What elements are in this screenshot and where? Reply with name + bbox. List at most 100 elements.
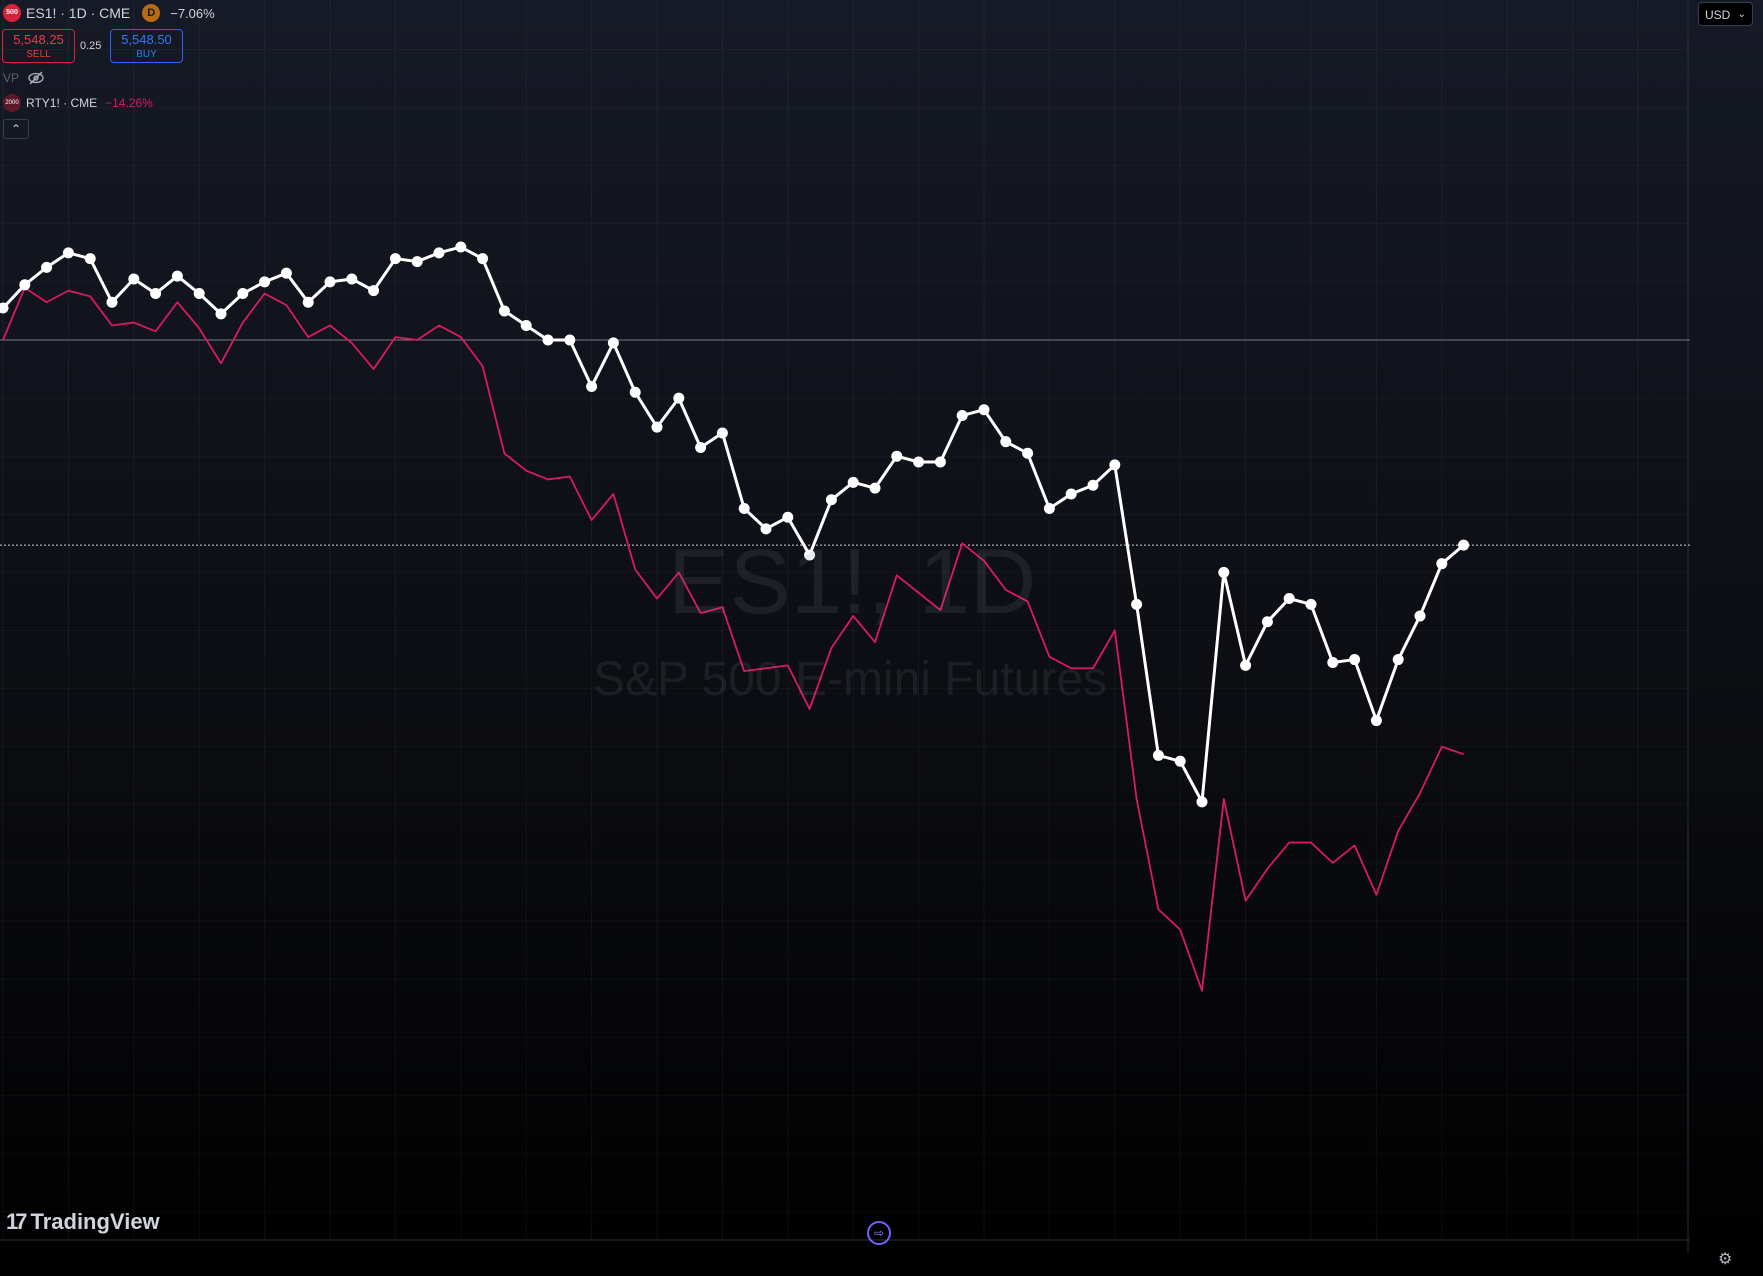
time-axis-label: 21	[18, 1252, 32, 1253]
es-data-point	[215, 308, 227, 320]
es-data-point	[346, 273, 358, 285]
es-data-point	[520, 319, 532, 331]
es-data-point	[607, 337, 619, 349]
es-data-point	[1436, 558, 1448, 570]
symbol-title[interactable]: ES1! · 1D · CME	[26, 5, 131, 21]
es-data-point	[128, 273, 140, 285]
es-data-point	[804, 549, 816, 561]
es-data-point	[171, 270, 183, 282]
es-data-point	[673, 392, 685, 404]
time-axis-label: 14	[1261, 1252, 1275, 1253]
es-data-point	[1131, 598, 1143, 610]
chart-series	[0, 241, 1470, 992]
es-data-point	[847, 476, 859, 488]
time-axis-label: 19	[869, 1252, 883, 1253]
gear-icon[interactable]: ⚙	[1718, 1251, 1733, 1268]
es-data-point	[389, 253, 401, 265]
es-data-point	[825, 494, 837, 506]
tradingview-mark-icon: 17	[6, 1209, 28, 1234]
es-data-point	[651, 421, 663, 433]
time-axis-label: 24	[84, 1252, 98, 1253]
es-data-point	[324, 276, 336, 288]
es-data-point	[62, 247, 74, 259]
watermark-symbol: ES1!, 1D	[668, 531, 1037, 633]
es-data-point	[1370, 715, 1382, 727]
eye-hidden-icon[interactable]	[27, 71, 45, 85]
es-data-point	[629, 386, 641, 398]
time-axis-label: 6	[1591, 1252, 1598, 1253]
es-data-point	[237, 288, 249, 300]
es-data-point	[455, 241, 467, 253]
time-axis-label: 9	[1657, 1252, 1664, 1253]
es-data-point	[1174, 755, 1186, 767]
es-data-point	[891, 450, 903, 462]
es-data-point	[760, 523, 772, 535]
time-axis-label: 14	[411, 1252, 425, 1253]
es-data-point	[193, 288, 205, 300]
time-axis-label: 4	[1133, 1252, 1140, 1253]
buy-button[interactable]: 5,548.50 BUY	[110, 29, 183, 63]
time-axis-label: 6	[676, 1252, 683, 1253]
rty-series-line	[2, 286, 1464, 992]
vp-label: VP	[3, 71, 20, 85]
volume-profile-row[interactable]: VP	[3, 71, 45, 85]
es-data-point	[1218, 566, 1230, 578]
time-axis-label: 29	[149, 1252, 163, 1253]
es-data-point	[913, 456, 925, 468]
es-data-point	[0, 302, 9, 314]
time-axis-label: 14	[803, 1252, 817, 1253]
time-axis-label: 28	[1457, 1252, 1471, 1253]
time-axis-label: 20	[476, 1252, 490, 1253]
es-data-point	[259, 276, 271, 288]
es-data-point	[280, 267, 292, 279]
es-data-point	[150, 288, 162, 300]
time-axis-label: Feb	[211, 1252, 232, 1253]
chart-grid	[0, 0, 1690, 1253]
es-data-point	[411, 256, 423, 268]
es-data-point	[1065, 488, 1077, 500]
chevron-up-icon[interactable]: ⌃	[3, 119, 29, 139]
main-symbol-row[interactable]: 500 ES1! · 1D · CME D −7.06%	[3, 4, 215, 22]
es-data-point	[106, 296, 118, 308]
spread-value: 0.25	[80, 40, 102, 52]
es-data-point	[1261, 616, 1273, 628]
compare-symbol-row[interactable]: 2000 RTY1! · CME −14.26%	[3, 94, 153, 112]
chevron-down-icon: ⌄	[1737, 9, 1746, 20]
es-data-point	[716, 427, 728, 439]
time-axis-label: 27	[999, 1252, 1013, 1253]
es-data-point	[1000, 436, 1012, 448]
sell-label: SELL	[26, 49, 51, 60]
es-data-point	[782, 511, 794, 523]
time-axis-label: Mar	[603, 1252, 624, 1253]
es-data-point	[542, 334, 554, 346]
time-axis-label: 11	[346, 1252, 359, 1253]
time-axis-label: 6	[283, 1252, 290, 1253]
logo-text: TradingView	[30, 1209, 160, 1234]
sell-button[interactable]: 5,548.25 SELL	[2, 29, 75, 63]
es-series-line	[1, 245, 1465, 804]
time-axis-label: Apr	[1062, 1252, 1081, 1253]
time-axis[interactable]: 21 24 29 Feb 6 11 14 20 25 Mar 6 11 14 19 24 27 Apr 4 9 14 1…	[18, 1252, 1663, 1253]
es-data-point	[564, 334, 576, 346]
scroll-to-realtime-icon[interactable]: ⇨	[867, 1221, 891, 1245]
es-data-point	[1349, 654, 1361, 666]
es-data-point	[1327, 656, 1339, 668]
es-data-point	[41, 261, 53, 273]
time-axis-label: 17	[1326, 1252, 1340, 1253]
es-data-point	[1043, 502, 1055, 514]
data-delay-icon[interactable]: D	[142, 4, 161, 22]
es-data-point	[1392, 654, 1404, 666]
currency-selector[interactable]: USD ⌄	[1698, 2, 1753, 26]
es-data-point	[695, 441, 707, 453]
chart-canvas[interactable]: 21 24 29 Feb 6 11 14 20 25 Mar 6 11 14 19 24 27 Apr 4 9 14 1…	[0, 0, 1690, 1253]
es-data-point	[1196, 796, 1208, 808]
es-data-point	[1022, 447, 1034, 459]
es-data-point	[1087, 479, 1099, 491]
time-axis-label: 11	[738, 1252, 751, 1253]
es-data-point	[1283, 593, 1295, 605]
compare-symbol-change: −14.26%	[105, 96, 153, 110]
es-data-point	[19, 279, 31, 291]
time-axis-label: 9	[1199, 1252, 1206, 1253]
compare-symbol-title[interactable]: RTY1! · CME	[26, 96, 98, 110]
buy-price: 5,548.50	[121, 32, 172, 47]
